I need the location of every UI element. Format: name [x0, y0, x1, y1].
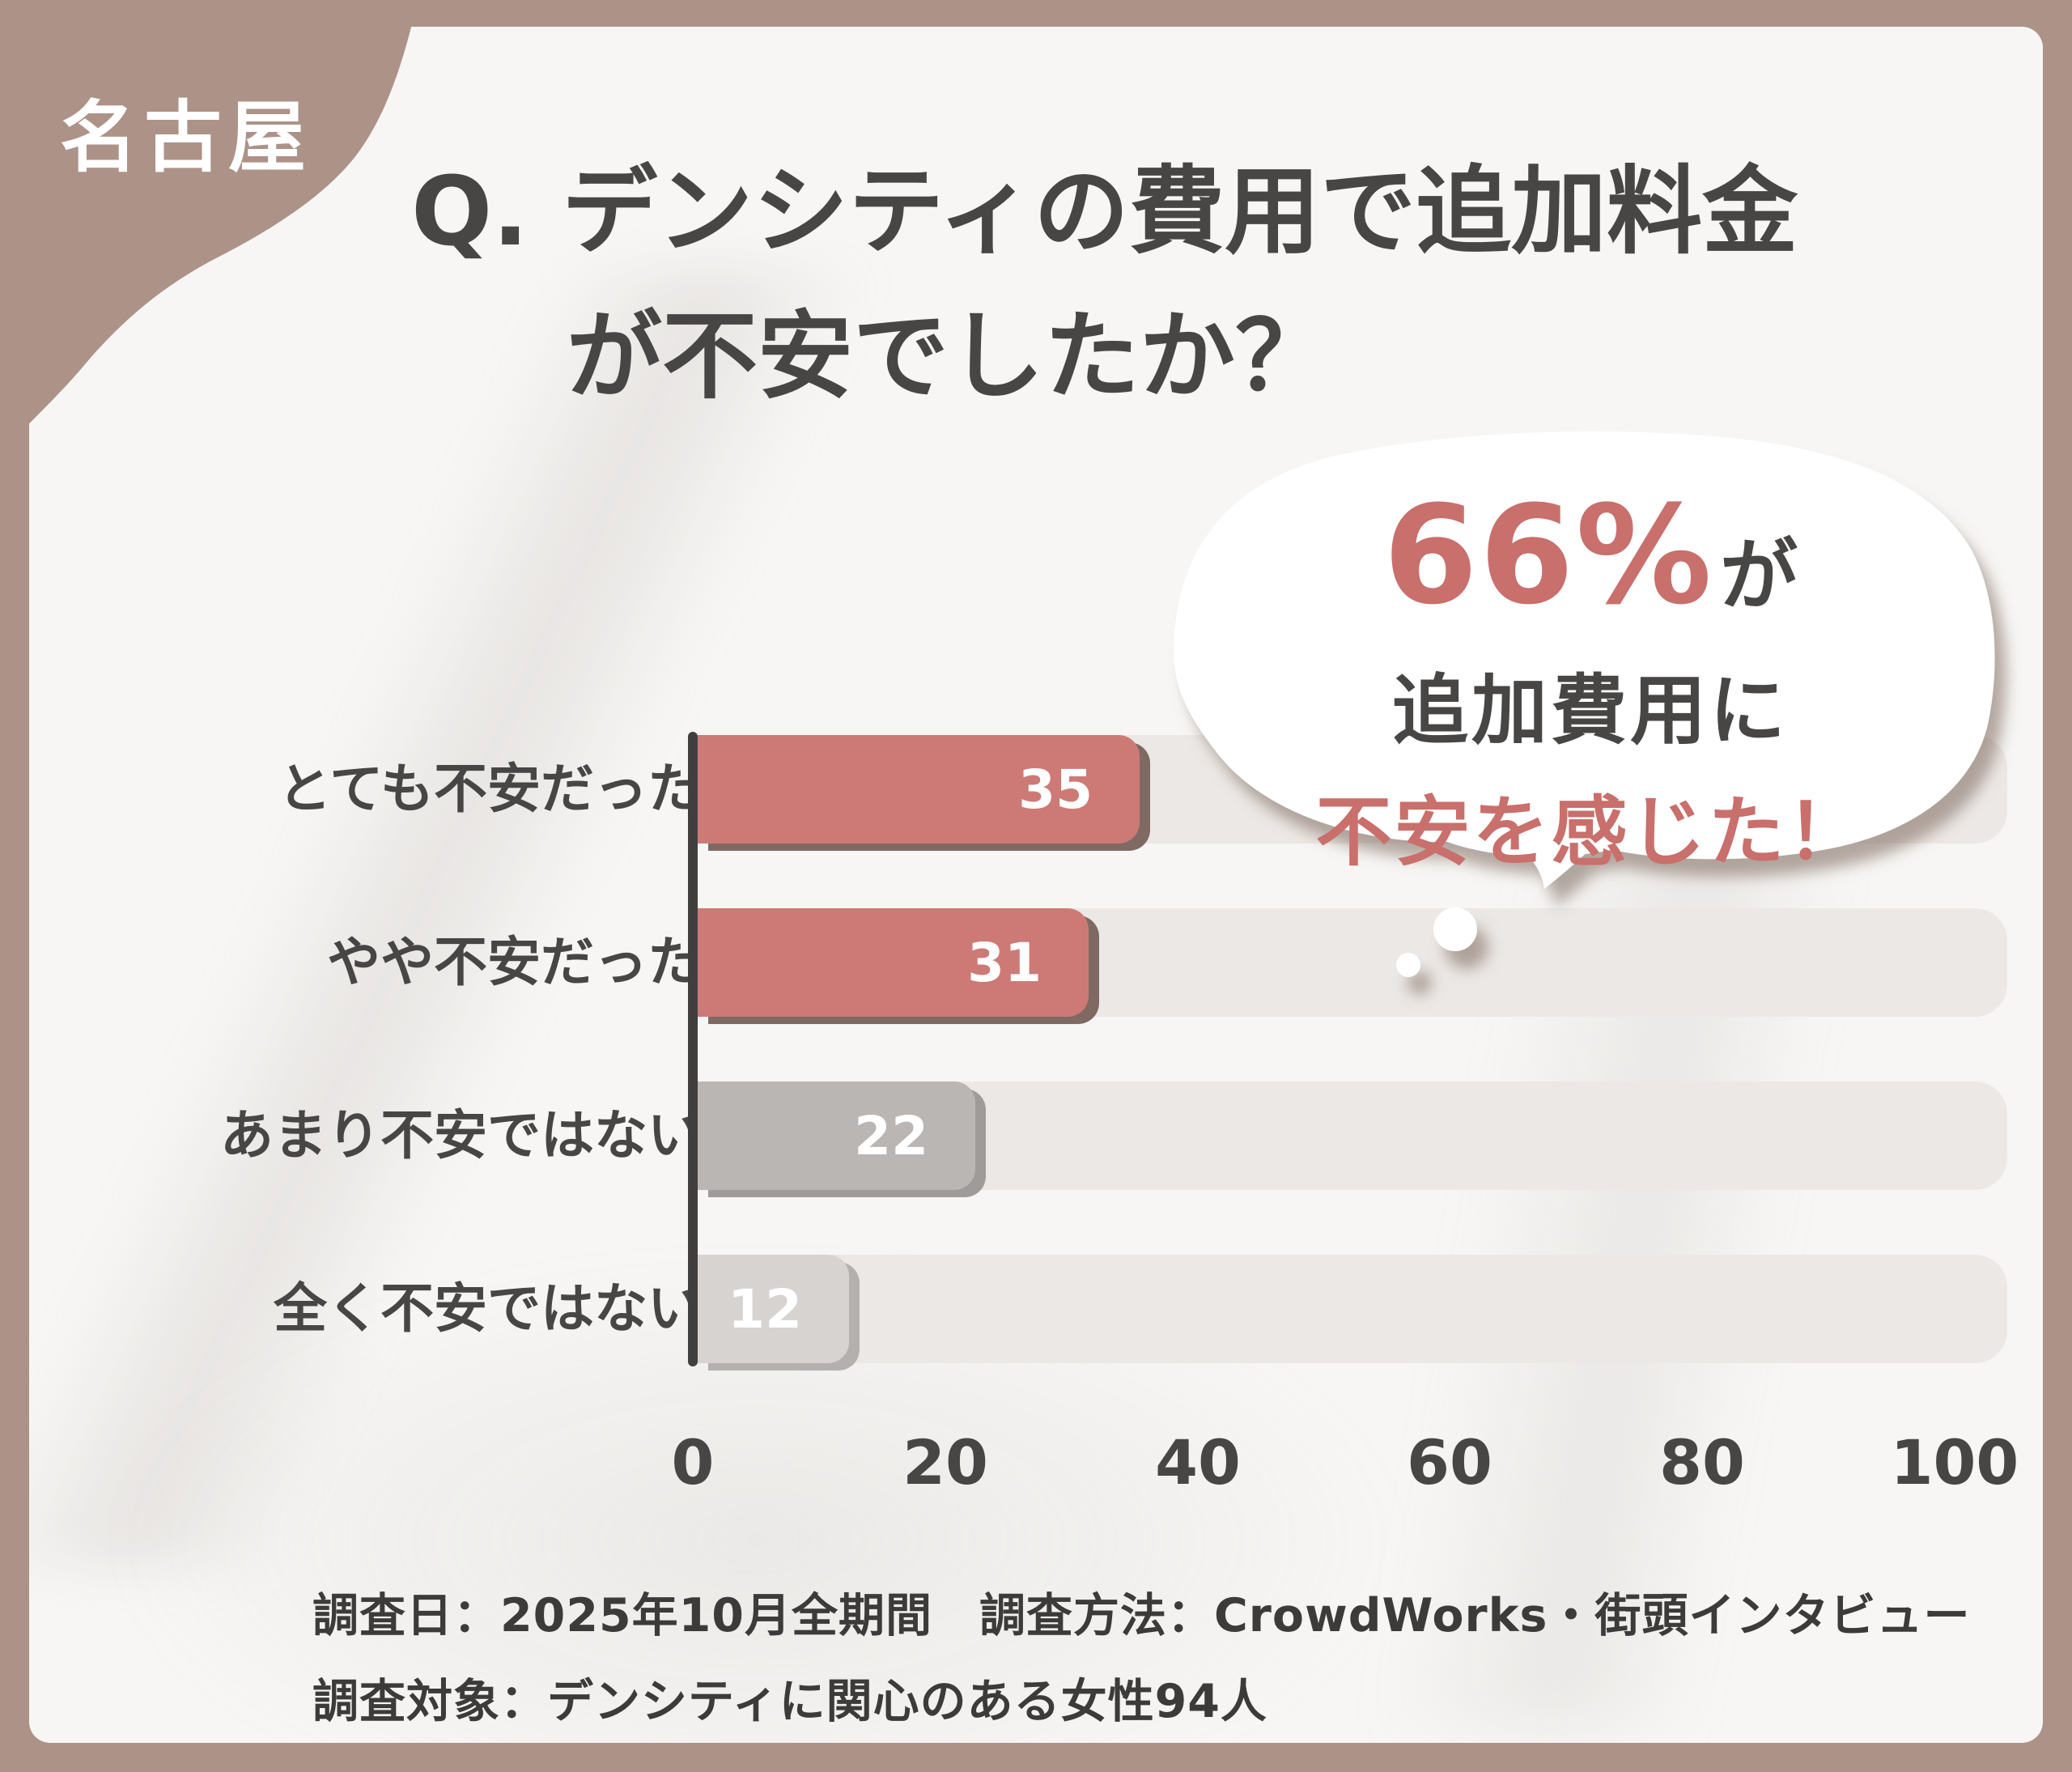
- bar: 12: [698, 1255, 849, 1363]
- bar: 35: [698, 735, 1140, 844]
- survey-meta-line2: 調査対象：デンシティに関心のある女性94人: [312, 1675, 1267, 1728]
- x-axis-tick-label: 60: [1407, 1426, 1492, 1498]
- category-label: やや不安だった: [327, 931, 701, 993]
- bar-value-label: 22: [854, 1104, 928, 1167]
- bubble-stat-row: 66% が: [1218, 476, 1963, 635]
- bar-value-label: 31: [967, 931, 1042, 994]
- category-label: 全く不安ではない: [274, 1277, 701, 1340]
- question-title-line2: が不安でしたか？: [567, 300, 1331, 413]
- y-axis-line: [688, 732, 698, 1366]
- stat-suffix: が: [1720, 530, 1798, 621]
- stat-percentage: 66%: [1382, 476, 1714, 635]
- x-axis-tick-label: 40: [1155, 1426, 1241, 1498]
- survey-meta-line1: 調査日：2025年10月全期間 調査方法：CrowdWorks・街頭インタビュー: [312, 1589, 1971, 1642]
- bar-value-label: 35: [1018, 758, 1093, 821]
- bar: 22: [698, 1081, 975, 1190]
- bar-value-label: 12: [728, 1277, 802, 1341]
- category-label: とても不安だった: [278, 758, 701, 820]
- bubble-line3: 不安を感じた！: [1315, 788, 1866, 877]
- bar: 31: [698, 908, 1089, 1017]
- x-axis-tick-label: 80: [1659, 1426, 1745, 1498]
- corner-blob: [0, 0, 418, 455]
- page-title: Q. デンシティの費用で追加料金 が不安でしたか？: [0, 139, 2072, 430]
- bar-track: [698, 1255, 2007, 1363]
- x-axis-tick-label: 100: [1890, 1426, 2019, 1498]
- x-axis-tick-label: 0: [671, 1426, 715, 1498]
- bubble-text: 66% が 追加費用に 不安を感じた！: [1218, 476, 1963, 881]
- region-badge: 名古屋: [60, 92, 312, 183]
- x-axis-tick-label: 20: [902, 1426, 988, 1498]
- bubble-line2: 追加費用に: [1391, 667, 1789, 755]
- category-label: あまり不安ではない: [220, 1104, 701, 1166]
- question-title-line1: Q. デンシティの費用で追加料金: [411, 155, 1798, 267]
